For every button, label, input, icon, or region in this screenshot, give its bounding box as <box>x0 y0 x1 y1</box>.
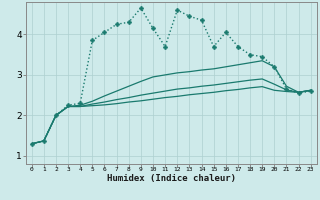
X-axis label: Humidex (Indice chaleur): Humidex (Indice chaleur) <box>107 174 236 183</box>
